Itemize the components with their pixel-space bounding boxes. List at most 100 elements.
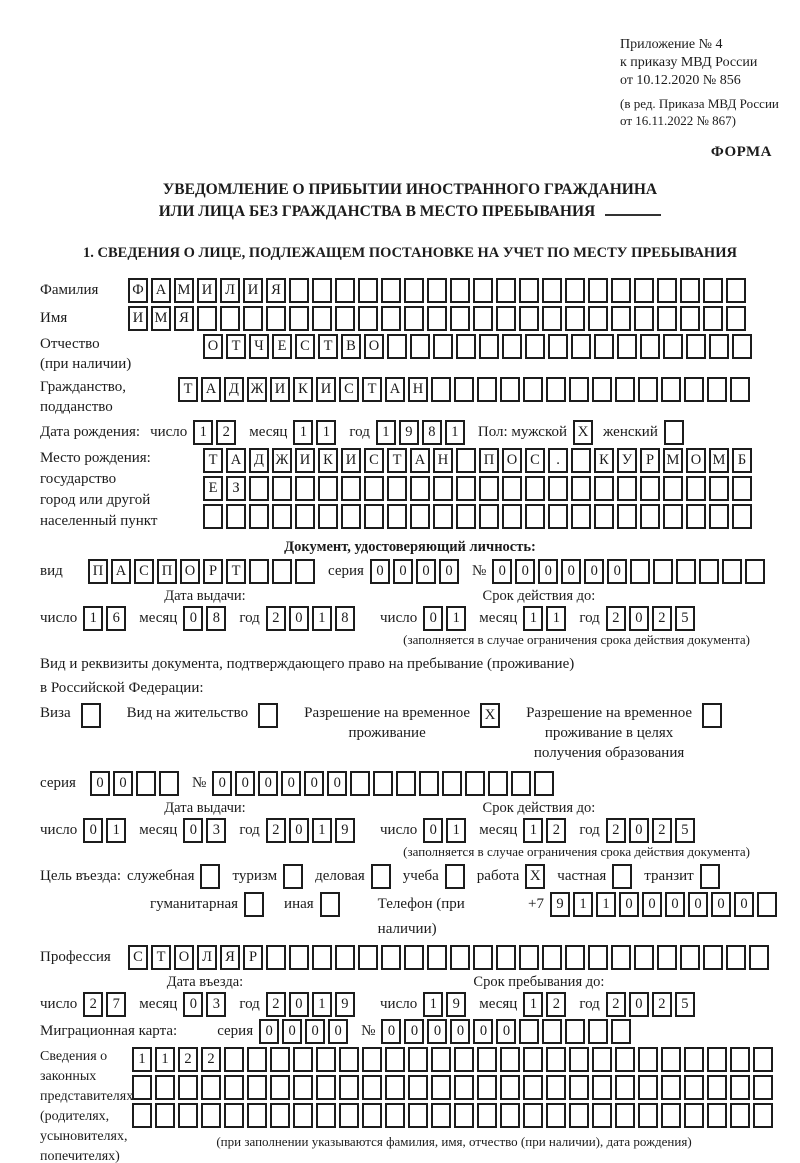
representatives-boxes-2[interactable] — [132, 1075, 776, 1100]
char-box[interactable] — [594, 476, 614, 501]
char-box[interactable]: О — [174, 945, 194, 970]
char-box[interactable]: 2 — [201, 1047, 221, 1072]
char-box[interactable] — [663, 334, 683, 359]
char-box[interactable] — [427, 306, 447, 331]
char-box[interactable]: 1 — [573, 892, 593, 917]
char-box[interactable] — [640, 334, 660, 359]
char-box[interactable] — [569, 377, 589, 402]
char-box[interactable] — [732, 334, 752, 359]
char-box[interactable]: П — [88, 559, 108, 584]
visa-checkbox[interactable] — [80, 703, 101, 728]
sex-female-checkbox[interactable] — [663, 420, 684, 445]
char-box[interactable] — [293, 1075, 313, 1100]
char-box[interactable]: Т — [362, 377, 382, 402]
char-box[interactable]: С — [339, 377, 359, 402]
char-box[interactable] — [247, 1047, 267, 1072]
char-box[interactable]: 0 — [259, 1019, 280, 1044]
char-box[interactable] — [569, 1103, 589, 1128]
char-box[interactable] — [178, 1075, 198, 1100]
char-box[interactable]: 0 — [688, 892, 708, 917]
char-box[interactable] — [680, 278, 700, 303]
char-box[interactable]: 0 — [438, 559, 459, 584]
char-box[interactable] — [709, 476, 729, 501]
char-box[interactable]: 1 — [155, 1047, 175, 1072]
char-box[interactable] — [661, 1047, 681, 1072]
char-box[interactable] — [362, 1103, 382, 1128]
char-box[interactable]: Д — [249, 448, 269, 473]
char-box[interactable] — [270, 1103, 290, 1128]
char-box[interactable] — [548, 476, 568, 501]
char-box[interactable] — [454, 1103, 474, 1128]
char-box[interactable] — [546, 377, 566, 402]
char-box[interactable] — [523, 1047, 543, 1072]
char-box[interactable] — [611, 945, 631, 970]
char-box[interactable]: 0 — [642, 892, 662, 917]
char-box[interactable] — [335, 945, 355, 970]
char-box[interactable]: К — [318, 448, 338, 473]
char-box[interactable] — [534, 771, 555, 796]
char-box[interactable]: 0 — [496, 1019, 517, 1044]
char-box[interactable] — [592, 1103, 612, 1128]
char-box[interactable] — [500, 1075, 520, 1100]
char-box[interactable] — [266, 306, 286, 331]
char-box[interactable] — [548, 504, 568, 529]
char-box[interactable] — [594, 504, 614, 529]
char-box[interactable] — [488, 771, 509, 796]
char-box[interactable]: О — [203, 334, 223, 359]
sex-male-checkbox[interactable]: X — [573, 420, 594, 445]
char-box[interactable] — [500, 1103, 520, 1128]
char-box[interactable]: 0 — [473, 1019, 494, 1044]
char-box[interactable] — [523, 1075, 543, 1100]
char-box[interactable] — [477, 1047, 497, 1072]
char-box[interactable]: 3 — [206, 818, 227, 843]
char-box[interactable]: О — [502, 448, 522, 473]
char-box[interactable] — [730, 1103, 750, 1128]
char-box[interactable] — [525, 504, 545, 529]
char-box[interactable] — [523, 377, 543, 402]
char-box[interactable] — [155, 1075, 175, 1100]
char-box[interactable] — [565, 306, 585, 331]
char-box[interactable] — [525, 334, 545, 359]
char-box[interactable]: 0 — [628, 992, 649, 1017]
char-box[interactable]: Л — [220, 278, 240, 303]
char-box[interactable] — [657, 306, 677, 331]
purpose-business-checkbox[interactable] — [370, 864, 391, 889]
char-box[interactable]: О — [180, 559, 200, 584]
char-box[interactable] — [617, 334, 637, 359]
char-box[interactable] — [410, 334, 430, 359]
char-box[interactable]: 1 — [523, 818, 544, 843]
char-box[interactable]: 8 — [206, 606, 227, 631]
char-box[interactable] — [385, 1103, 405, 1128]
char-box[interactable] — [615, 1075, 635, 1100]
char-box[interactable] — [243, 306, 263, 331]
char-box[interactable] — [433, 334, 453, 359]
char-box[interactable]: 0 — [404, 1019, 425, 1044]
char-box[interactable]: Р — [243, 945, 263, 970]
char-box[interactable]: 0 — [450, 1019, 471, 1044]
char-box[interactable] — [433, 504, 453, 529]
char-box[interactable]: П — [479, 448, 499, 473]
char-box[interactable]: О — [686, 448, 706, 473]
char-box[interactable] — [542, 945, 562, 970]
char-box[interactable] — [663, 504, 683, 529]
char-box[interactable]: 9 — [446, 992, 467, 1017]
char-box[interactable]: Д — [224, 377, 244, 402]
char-box[interactable] — [684, 1047, 704, 1072]
char-box[interactable] — [408, 1075, 428, 1100]
char-box[interactable] — [431, 1075, 451, 1100]
char-box[interactable] — [155, 1103, 175, 1128]
char-box[interactable] — [272, 504, 292, 529]
char-box[interactable] — [703, 945, 723, 970]
char-box[interactable] — [588, 945, 608, 970]
char-box[interactable]: 0 — [89, 771, 110, 796]
char-box[interactable]: 1 — [132, 1047, 152, 1072]
char-box[interactable] — [224, 1075, 244, 1100]
char-box[interactable] — [442, 771, 463, 796]
char-box[interactable]: С — [134, 559, 154, 584]
